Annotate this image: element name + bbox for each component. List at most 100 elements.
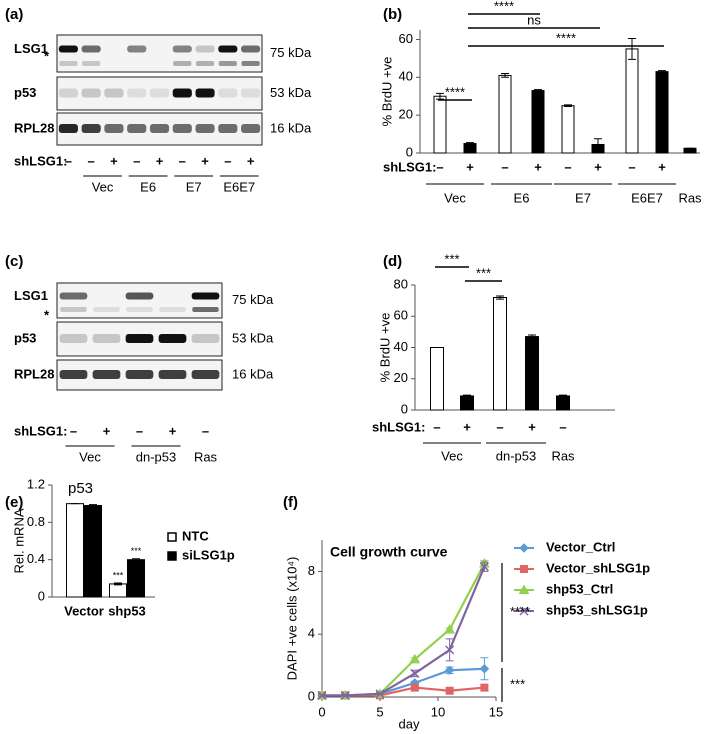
x-tick-label: + — [528, 419, 536, 434]
group-label: E7 — [575, 190, 591, 205]
significance-label: **** — [445, 84, 465, 99]
group-label: dn-p53 — [496, 448, 536, 463]
bar — [683, 147, 697, 154]
point — [444, 665, 455, 676]
group-label: E6E7 — [223, 179, 255, 194]
x-tick-label: – — [433, 419, 440, 434]
significance-label: *** — [131, 546, 142, 556]
blot-band — [241, 124, 261, 133]
point — [445, 686, 454, 695]
blot-size-label: 16 kDa — [270, 120, 312, 135]
y-tick-label: 1.2 — [27, 476, 45, 491]
point — [410, 668, 420, 678]
blot-size-label: 53 kDa — [270, 85, 312, 100]
blot-band — [59, 370, 88, 379]
group-label: Vec — [92, 179, 114, 194]
significance-label: *** — [510, 676, 525, 691]
y-tick-label: 40 — [394, 339, 408, 354]
blot-band — [191, 292, 220, 300]
y-axis-label: Rel. mRNA — [11, 508, 26, 573]
x-tick-label: 5 — [376, 704, 383, 719]
x-tick-label: + — [594, 159, 602, 174]
significance-label: *** — [113, 570, 124, 580]
y-axis-label: % BrdU +ve — [379, 57, 394, 127]
blot-band — [191, 334, 220, 343]
legend-swatch — [167, 551, 177, 561]
point — [375, 689, 385, 699]
lane-sign: + — [201, 153, 209, 168]
x-tick-label: – — [501, 159, 508, 174]
blot-band — [149, 88, 170, 98]
panel-label: (e) — [5, 494, 23, 511]
blot-band — [126, 307, 153, 312]
bar — [625, 48, 639, 154]
y-tick-label: 20 — [394, 370, 408, 385]
lane-sign: – — [179, 153, 186, 168]
x-tick-label: + — [466, 159, 474, 174]
significance-label: *** — [444, 251, 459, 266]
legend-label: shp53_Ctrl — [546, 581, 613, 596]
lane-sign: – — [136, 423, 143, 438]
lane-sign: + — [247, 153, 255, 168]
blot-band — [218, 124, 238, 133]
lane-sign: – — [133, 153, 140, 168]
lane-sign: – — [70, 423, 77, 438]
blot-box — [56, 76, 263, 111]
blot-band — [127, 88, 147, 98]
x-tick-label: 10 — [431, 704, 445, 719]
bar — [531, 90, 545, 154]
blot-row-label: p53 — [14, 85, 36, 100]
blot-band — [241, 88, 261, 98]
blot-band — [59, 61, 78, 66]
error-bar — [534, 89, 542, 92]
y-tick-label: 0 — [401, 401, 408, 416]
lane-sign: – — [65, 153, 72, 168]
point — [444, 623, 455, 634]
error-bar — [436, 92, 444, 100]
panel-label: (a) — [5, 6, 23, 23]
blot-band — [125, 370, 154, 379]
blot-band — [60, 307, 87, 312]
legend-label: Vector_Ctrl — [546, 539, 615, 554]
blot-band — [104, 88, 124, 98]
error-bar — [466, 142, 474, 145]
y-tick-label: 40 — [399, 69, 413, 84]
blot-box — [56, 282, 223, 319]
legend-marker — [519, 606, 529, 616]
blot-band — [218, 61, 237, 66]
blot-band — [172, 45, 192, 53]
x-axis-label: day — [399, 716, 420, 731]
error-bar — [559, 394, 567, 398]
blot-band — [195, 124, 215, 133]
blot-band — [191, 370, 220, 379]
group-label: E6E7 — [631, 190, 663, 205]
x-tick-label: – — [559, 419, 566, 434]
y-tick-label: 0 — [406, 144, 413, 159]
point — [479, 664, 490, 674]
point — [317, 690, 327, 700]
y-tick-label: 20 — [399, 107, 413, 122]
error-bar — [496, 295, 504, 300]
lane-sign: + — [169, 423, 177, 438]
point — [410, 683, 419, 692]
blot-marker: * — [44, 307, 50, 322]
point — [480, 683, 489, 692]
legend-swatch — [167, 532, 177, 542]
error-bar — [528, 334, 536, 339]
panel-label: (d) — [383, 253, 402, 270]
group-label: dn-p53 — [136, 449, 176, 464]
point — [340, 690, 350, 700]
row-label: shLSG1: — [14, 423, 67, 438]
blot-box — [56, 34, 263, 73]
point — [445, 645, 455, 655]
blot-row-label: p53 — [14, 330, 36, 345]
blot-size-label: 75 kDa — [232, 292, 274, 307]
lane-sign: + — [156, 153, 164, 168]
blot-band — [125, 334, 154, 343]
error-bar — [594, 138, 602, 151]
blot-band — [58, 45, 78, 53]
blot-band — [127, 45, 147, 53]
y-tick-label: 0.8 — [27, 514, 45, 529]
blot-row-label: LSG1 — [14, 41, 48, 56]
